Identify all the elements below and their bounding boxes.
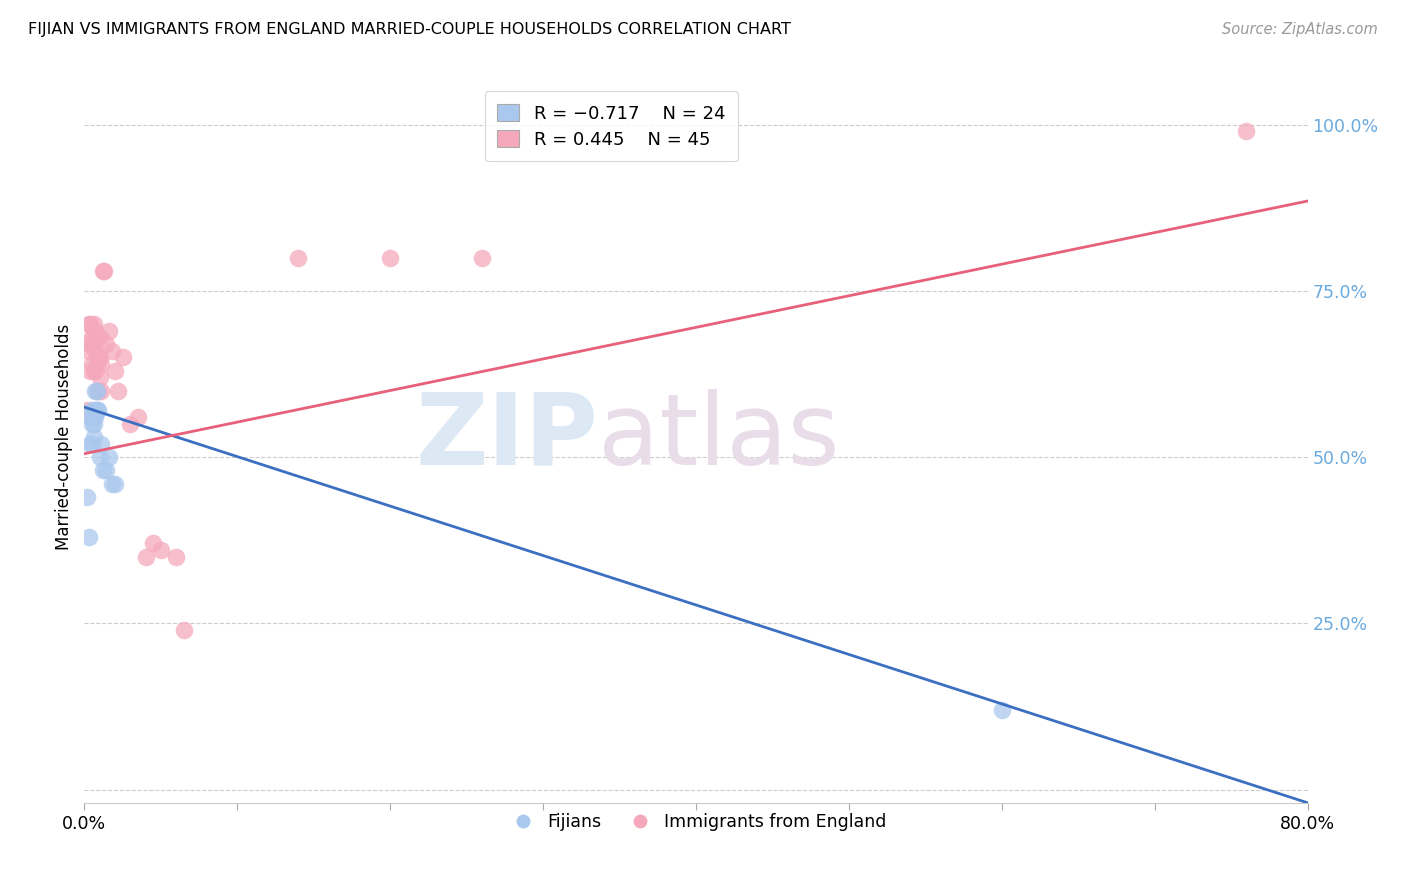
Point	[142, 536, 165, 550]
Point	[84, 343, 107, 358]
Point	[83, 337, 105, 351]
Point	[84, 403, 107, 417]
Point	[127, 410, 149, 425]
Point	[94, 337, 117, 351]
Legend: Fijians, Immigrants from England: Fijians, Immigrants from England	[499, 806, 893, 838]
Point	[79, 436, 101, 450]
Point	[93, 264, 115, 278]
Point	[87, 403, 110, 417]
Point	[84, 410, 107, 425]
Point	[90, 357, 112, 371]
Point	[287, 251, 309, 265]
Point	[107, 384, 129, 398]
Point	[76, 490, 98, 504]
Point	[80, 436, 103, 450]
Point	[80, 417, 103, 431]
Point	[77, 530, 100, 544]
Point	[104, 476, 127, 491]
Point	[90, 384, 112, 398]
Point	[104, 363, 127, 377]
Point	[80, 330, 103, 344]
Point	[83, 417, 105, 431]
Point	[80, 337, 103, 351]
Point	[86, 384, 108, 398]
Point	[471, 251, 494, 265]
Point	[991, 703, 1014, 717]
Point	[91, 463, 114, 477]
Point	[97, 324, 120, 338]
Point	[89, 351, 111, 365]
Point	[83, 363, 105, 377]
Text: FIJIAN VS IMMIGRANTS FROM ENGLAND MARRIED-COUPLE HOUSEHOLDS CORRELATION CHART: FIJIAN VS IMMIGRANTS FROM ENGLAND MARRIE…	[28, 22, 792, 37]
Point	[165, 549, 187, 564]
Text: Source: ZipAtlas.com: Source: ZipAtlas.com	[1222, 22, 1378, 37]
Point	[87, 384, 110, 398]
Point	[79, 317, 101, 331]
Point	[79, 337, 101, 351]
Point	[84, 363, 107, 377]
Point	[89, 450, 111, 464]
Point	[83, 430, 105, 444]
Point	[79, 363, 101, 377]
Point	[380, 251, 402, 265]
Point	[77, 343, 100, 358]
Point	[111, 351, 134, 365]
Point	[83, 317, 105, 331]
Point	[86, 384, 108, 398]
Point	[87, 351, 110, 365]
Point	[97, 450, 120, 464]
Point	[120, 417, 142, 431]
Point	[84, 384, 107, 398]
Point	[86, 330, 108, 344]
Text: atlas: atlas	[598, 389, 839, 485]
Y-axis label: Married-couple Households: Married-couple Households	[55, 324, 73, 550]
Point	[86, 357, 108, 371]
Point	[135, 549, 157, 564]
Point	[86, 403, 108, 417]
Text: ZIP: ZIP	[415, 389, 598, 485]
Point	[80, 403, 103, 417]
Point	[1236, 124, 1258, 138]
Point	[173, 623, 195, 637]
Point	[101, 343, 124, 358]
Point	[84, 324, 107, 338]
Point	[83, 410, 105, 425]
Point	[91, 264, 114, 278]
Point	[80, 357, 103, 371]
Point	[89, 330, 111, 344]
Point	[101, 476, 124, 491]
Point	[149, 543, 172, 558]
Point	[77, 317, 100, 331]
Point	[76, 403, 98, 417]
Point	[79, 410, 101, 425]
Point	[90, 436, 112, 450]
Point	[94, 463, 117, 477]
Point	[89, 370, 111, 384]
Point	[83, 330, 105, 344]
